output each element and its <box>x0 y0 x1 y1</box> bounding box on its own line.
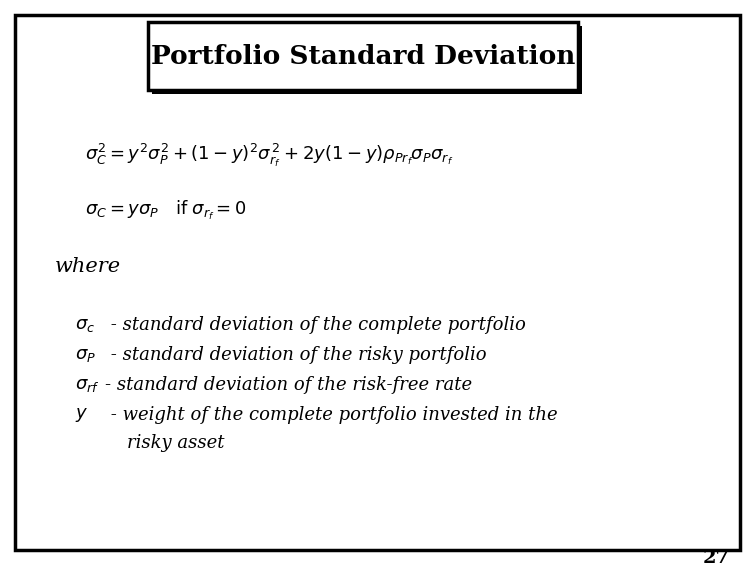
Text: - standard deviation of the risky portfolio: - standard deviation of the risky portfo… <box>105 346 487 364</box>
Text: 27: 27 <box>703 549 730 567</box>
Bar <box>148 22 578 90</box>
Text: $y$: $y$ <box>75 406 88 424</box>
Text: $\sigma_C = y\sigma_P \quad \mathrm{if} \; \sigma_{r_f} = 0$: $\sigma_C = y\sigma_P \quad \mathrm{if} … <box>85 199 246 222</box>
Text: risky asset: risky asset <box>127 434 225 452</box>
Text: $\sigma_c$: $\sigma_c$ <box>75 316 95 334</box>
Text: - weight of the complete portfolio invested in the: - weight of the complete portfolio inves… <box>105 406 558 424</box>
Text: $\sigma_{rf}$: $\sigma_{rf}$ <box>75 376 100 394</box>
Text: where: where <box>55 257 121 276</box>
Text: - standard deviation of the complete portfolio: - standard deviation of the complete por… <box>105 316 526 334</box>
Bar <box>152 26 582 94</box>
Text: $\sigma_C^2 = y^2\sigma_P^2 + (1-y)^2\sigma_{r_f}^{\,2} + 2y(1-y)\rho_{Pr_f}\sig: $\sigma_C^2 = y^2\sigma_P^2 + (1-y)^2\si… <box>85 141 454 169</box>
Text: $\sigma_P$: $\sigma_P$ <box>75 346 96 364</box>
Text: - standard deviation of the risk-free rate: - standard deviation of the risk-free ra… <box>105 376 472 394</box>
Text: Portfolio Standard Deviation: Portfolio Standard Deviation <box>150 44 575 69</box>
